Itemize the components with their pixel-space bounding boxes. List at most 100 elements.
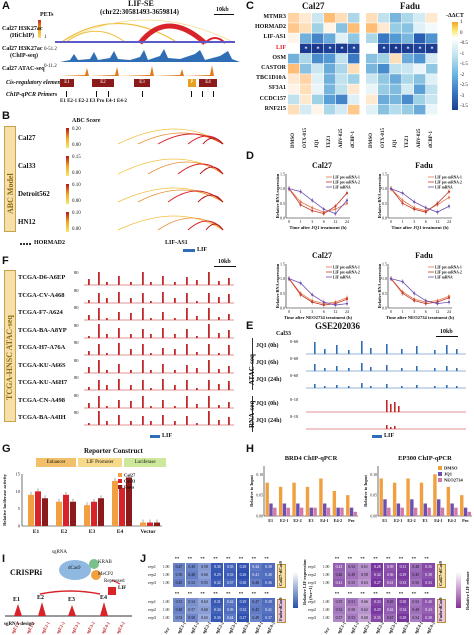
f-peak [228,381,230,390]
c-heat-cell [366,23,378,33]
f-peak [98,359,100,373]
b-score-title: ABC Score [72,118,101,124]
f-peak [196,403,198,408]
c-title-cal27: Cal27 [302,1,325,11]
h-legend-swatch [438,466,442,470]
h-x-tick: E4-2 [448,518,456,523]
f-peak [150,421,152,425]
f-peak [88,387,90,390]
j-heat-cell: 0.27 [236,614,250,622]
e-peak [434,350,436,354]
f-peak [186,395,188,408]
g-bar [35,491,41,526]
f-sample-label: TCGA-KU-A66S [18,361,66,369]
j-legend-left: Relative LIF expression [302,559,307,606]
g-x-tick: E1 [33,529,40,535]
a-elements: E1 E2 E3 P E4 [60,79,240,87]
d-point [436,211,439,214]
e-gene: LIF [384,433,395,439]
j-heat-cell: 0.50 [185,614,198,622]
f-peak [142,308,144,320]
h-ylabel: Relative to Input [249,475,254,507]
d-series-line [390,188,450,212]
d-x-tick: 1 [300,219,302,224]
b-row-hi: 0.10 [72,211,81,216]
e-peak [324,349,326,354]
d-series-line [390,278,450,305]
c-heat-cell [366,33,378,43]
f-track-ymax: 80 [74,410,79,415]
j-heat-cell: 0.62 [358,606,371,614]
j-heat-cell: 0.30 [211,614,224,622]
j-heat-cell: 0.37 [262,614,275,622]
f-peak [162,348,164,355]
d-point [287,187,291,190]
j-heat-cell: 0.44 [224,614,237,622]
f-peak [98,323,100,338]
d-y-tick: 1.0 [280,186,285,191]
panel-i-label: I [2,553,6,565]
d-point [345,199,349,202]
j-heat-cell: 0.46 [185,571,198,579]
f-peak [142,328,144,338]
d-y-tick: 0.0 [280,216,285,221]
f-peak [150,388,152,390]
j-sig-mark: ** [264,591,269,596]
h-bar [349,507,354,516]
d-xlabel: Time after JQ1 treatment (h) [391,225,449,230]
i-label-repressed: Repressed [104,579,125,584]
g-bar [126,477,132,526]
element-e2: E2 [92,79,114,87]
j-heat-cell: 0.63 [198,598,211,606]
h-bar [450,503,454,516]
j-heat-cell: 0.48 [172,606,186,614]
c-heat-cell [402,43,414,54]
b-side-box [4,126,16,232]
f-track-ymax: 80 [74,375,79,380]
j-heat-cell: 0.58 [198,563,211,571]
c-heat-cell [312,43,324,54]
d-point [345,202,349,205]
j-cell-tag [277,599,287,623]
h-x-tick: E4-1 [434,518,442,523]
j-sig-mark: ** [200,556,205,561]
j-heat-cell: 0.38 [422,571,435,579]
j-heat-cell: 0.33 [224,571,237,579]
panel-e-label: E [246,320,254,332]
c-heat-cell [324,43,336,54]
h-bar [265,482,269,516]
c-heat-cell [390,94,402,105]
h-y-tick: 0.05 [256,494,263,498]
h-ylabel: Relative to Input [363,475,368,507]
g-bar [98,498,104,526]
f-atac-track [84,343,234,356]
h-bar [419,482,424,516]
c-heat-cell [426,53,438,64]
f-peak [186,328,188,338]
c-heat-cell [426,13,438,23]
d-point [299,190,302,193]
j-row-label: rep1 [148,564,156,569]
f-peak [88,351,90,355]
j-heat-cell: 0.41 [262,606,275,614]
j-heat-cell: 0.61 [358,563,371,571]
a-scale-bar [214,14,234,15]
f-peak [142,395,144,408]
f-peak [228,293,230,303]
j-heat-cell: 0.31 [211,598,224,606]
d-point [311,199,314,202]
f-peak [106,369,108,373]
g-bar [42,498,48,526]
j-heat-cell: 0.51 [345,598,358,606]
d-point [389,187,393,190]
c-gene-label: SF3A1 [268,85,286,92]
g-y-tick: 0 [18,524,21,529]
j-row-label: rep2 [308,607,316,612]
e-peak [314,384,316,388]
d-point [401,199,404,202]
c-heat-cell [288,104,300,115]
b-lif-gene [183,249,195,252]
j-heat-cell: 0.47 [249,598,262,606]
h-bar [440,507,445,516]
f-peak [174,385,176,390]
